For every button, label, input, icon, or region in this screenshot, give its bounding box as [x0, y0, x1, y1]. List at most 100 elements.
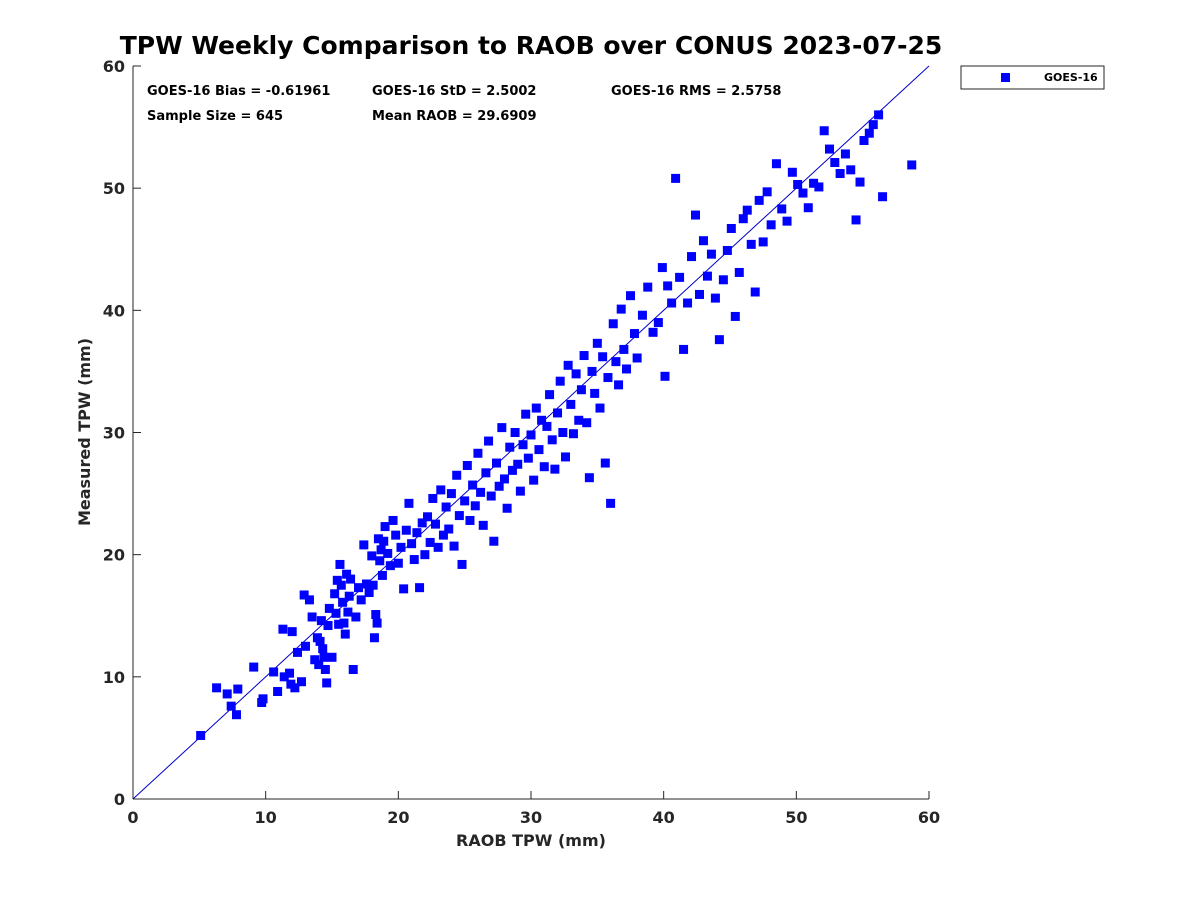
- data-point: [331, 608, 341, 618]
- data-point: [734, 267, 744, 277]
- x-ticks: 0 10 20 30 40 50 60: [127, 791, 940, 827]
- data-point: [385, 561, 395, 571]
- data-point: [603, 373, 613, 383]
- data-point: [334, 619, 344, 629]
- data-point: [343, 607, 353, 617]
- data-point: [571, 369, 581, 379]
- data-point: [606, 498, 616, 508]
- data-point: [529, 475, 539, 485]
- data-point: [762, 187, 772, 197]
- data-point: [433, 542, 443, 552]
- data-point: [534, 445, 544, 455]
- data-point: [470, 501, 480, 511]
- data-point: [553, 408, 563, 418]
- data-point: [476, 487, 486, 497]
- data-point: [428, 493, 438, 503]
- data-point: [702, 271, 712, 281]
- data-point: [502, 503, 512, 513]
- data-point: [354, 583, 364, 593]
- data-point: [304, 595, 314, 605]
- data-point: [404, 498, 414, 508]
- data-point: [391, 530, 401, 540]
- data-point: [726, 223, 736, 233]
- data-point: [310, 655, 320, 665]
- data-point: [430, 519, 440, 529]
- stat-sample-size: Sample Size = 645: [147, 109, 283, 124]
- legend: GOES-16: [960, 65, 1105, 90]
- data-point: [486, 491, 496, 501]
- data-point: [555, 376, 565, 386]
- data-point: [851, 215, 861, 225]
- data-point: [518, 440, 528, 450]
- data-point: [316, 616, 326, 626]
- x-tick-label: 40: [653, 808, 675, 827]
- data-point: [507, 465, 517, 475]
- data-point: [706, 249, 716, 259]
- x-tick-label: 30: [520, 808, 542, 827]
- data-point: [380, 522, 390, 532]
- data-point: [454, 511, 464, 521]
- data-point: [231, 710, 241, 720]
- data-point: [296, 677, 306, 687]
- data-point: [222, 689, 232, 699]
- data-point: [587, 366, 597, 376]
- data-point: [907, 160, 917, 170]
- y-tick-label: 10: [103, 668, 125, 687]
- data-point: [319, 652, 329, 662]
- data-point: [542, 421, 552, 431]
- data-point: [332, 575, 342, 585]
- data-point: [212, 683, 222, 693]
- data-point: [626, 291, 635, 301]
- data-point: [379, 536, 389, 546]
- data-point: [371, 610, 381, 620]
- data-point: [846, 165, 856, 175]
- data-point: [874, 110, 884, 120]
- data-point: [510, 428, 520, 437]
- data-point: [830, 158, 840, 168]
- data-point: [687, 252, 697, 262]
- legend-marker: [1001, 73, 1010, 82]
- data-point: [560, 452, 570, 462]
- data-point: [611, 357, 621, 367]
- data-point: [465, 515, 475, 525]
- data-point: [369, 633, 379, 643]
- data-point: [671, 173, 681, 183]
- y-tick-label: 40: [103, 301, 125, 320]
- data-point: [473, 448, 483, 458]
- y-axis-label: Measured TPW (mm): [75, 338, 94, 526]
- data-point: [412, 528, 422, 538]
- legend-box: [960, 65, 1105, 90]
- y-tick-label: 30: [103, 424, 125, 443]
- data-point: [653, 318, 663, 328]
- data-point: [344, 591, 354, 601]
- data-point: [489, 536, 499, 546]
- data-point: [855, 177, 865, 187]
- data-point: [742, 205, 752, 215]
- data-point: [320, 665, 330, 675]
- data-point: [663, 281, 673, 291]
- data-point: [574, 415, 584, 425]
- data-point: [787, 167, 797, 177]
- data-point: [595, 403, 605, 413]
- data-point: [336, 580, 346, 590]
- data-point: [376, 545, 386, 555]
- data-point: [269, 667, 279, 677]
- data-point: [648, 327, 658, 337]
- data-point: [499, 474, 509, 484]
- data-point: [249, 662, 259, 672]
- data-point: [327, 652, 337, 662]
- data-point: [457, 559, 467, 569]
- data-point: [598, 352, 608, 362]
- data-point: [342, 569, 352, 579]
- x-axis-label: RAOB TPW (mm): [456, 831, 606, 850]
- stat-rms: GOES-16 RMS = 2.5758: [611, 84, 781, 99]
- data-point: [484, 436, 494, 446]
- data-point: [335, 559, 345, 569]
- data-point: [356, 595, 366, 605]
- chart-title: TPW Weekly Comparison to RAOB over CONUS…: [120, 31, 943, 60]
- data-point: [377, 570, 387, 580]
- data-point: [782, 216, 792, 226]
- data-point: [714, 335, 724, 345]
- data-point: [481, 468, 491, 478]
- data-point: [691, 210, 701, 220]
